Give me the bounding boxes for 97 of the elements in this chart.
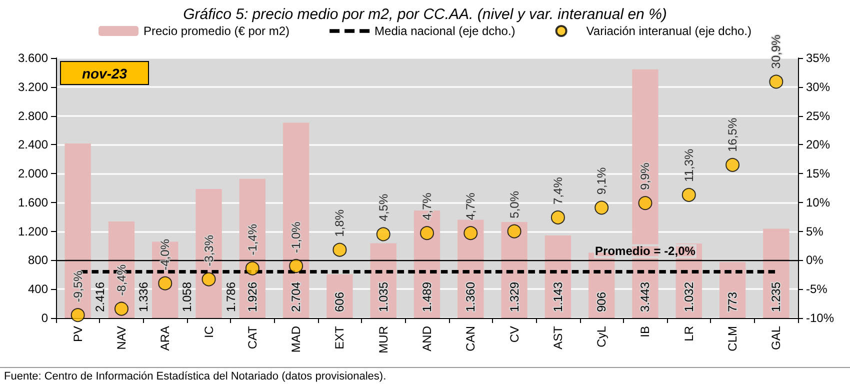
x-tick-label: NAV	[114, 326, 128, 350]
data-label: 1.143	[550, 282, 565, 312]
bar	[64, 144, 91, 318]
y2-tick-label: 10%	[806, 195, 830, 210]
data-label: 9,9%	[638, 162, 652, 190]
y2-tick-label: -10%	[806, 311, 834, 325]
data-label: 1.489	[420, 282, 434, 312]
data-label: 11,3%	[682, 148, 696, 182]
data-label: 1.786	[224, 282, 238, 312]
x-tick-label: CAN	[464, 326, 478, 352]
x-tick-label: AND	[420, 326, 434, 352]
data-label: 606	[332, 292, 347, 312]
data-label: 16,5%	[726, 118, 740, 152]
data-label: 30,9%	[769, 34, 784, 69]
point	[114, 302, 128, 316]
y-tick-label: 400	[28, 282, 48, 296]
legend-label: Precio promedio (€ por m2)	[143, 24, 290, 38]
point	[638, 196, 652, 210]
x-tick-label: EXT	[332, 325, 347, 350]
annotation: nov-23	[82, 66, 128, 82]
data-label: 2.704	[289, 282, 304, 312]
data-label: 9,1%	[594, 166, 609, 195]
data-label: 3.443	[638, 282, 652, 312]
x-tick-label: IB	[638, 326, 652, 338]
x-tick-label: LR	[682, 326, 696, 342]
data-label: -1,0%	[289, 221, 304, 253]
x-tick-label: CAT	[245, 325, 260, 350]
point	[769, 74, 784, 89]
data-label: 4,7%	[464, 192, 478, 220]
y-tick-label: 2.800	[18, 108, 48, 123]
bar	[196, 189, 222, 318]
point	[726, 158, 740, 172]
y-tick-label: 800	[28, 253, 48, 268]
x-tick-label: CV	[507, 326, 522, 343]
y-tick-label: 0	[41, 311, 48, 325]
y-tick-label: 3.200	[18, 80, 48, 94]
data-label: 1.329	[507, 282, 522, 312]
y2-tick-label: 0%	[806, 253, 824, 268]
x-tick-label: AST	[550, 325, 565, 350]
point	[245, 261, 260, 276]
point	[158, 276, 172, 290]
x-tick-label: PV	[70, 326, 85, 342]
x-tick-label: GAL	[769, 326, 784, 350]
x-tick-label: IC	[202, 326, 216, 338]
point	[376, 227, 390, 242]
data-label: -1,4%	[245, 224, 260, 256]
data-label: 1.336	[136, 282, 150, 312]
legend-label: Variación interanual (eje dcho.)	[586, 24, 752, 38]
y2-tick-label: -5%	[806, 282, 828, 296]
data-label: -9,5%	[70, 270, 85, 302]
source-note: Fuente: Centro de Información Estadística del Notariado (datos provisionales).	[4, 370, 386, 382]
data-label: -3,3%	[202, 234, 216, 266]
x-tick-label: CyL	[594, 326, 609, 348]
y-tick-label: 1.600	[18, 195, 48, 210]
data-label: -8,4%	[114, 264, 128, 296]
data-label: 1.035	[376, 282, 390, 312]
data-label: 1.235	[769, 282, 784, 312]
point	[550, 210, 565, 224]
data-label: 1.032	[682, 282, 696, 312]
data-label: 4,7%	[420, 192, 434, 220]
point	[682, 188, 696, 202]
x-tick-label: MUR	[376, 326, 390, 354]
point	[202, 272, 216, 286]
y-tick-label: 2.400	[18, 138, 48, 152]
point	[289, 259, 304, 273]
y2-tick-label: 5%	[806, 224, 824, 238]
y2-tick-label: 25%	[806, 108, 830, 123]
y-tick-label: 2.000	[18, 166, 48, 181]
y2-tick-label: 30%	[806, 80, 830, 94]
point	[420, 226, 434, 240]
data-label: 2.416	[92, 282, 107, 312]
point	[594, 200, 609, 215]
data-label: 1.058	[180, 282, 194, 312]
x-tick-label: ARA	[158, 326, 172, 351]
y-tick-label: 3.600	[18, 51, 48, 65]
data-label: 1.926	[245, 282, 260, 312]
x-tick-label: CLM	[726, 326, 740, 352]
point	[332, 242, 347, 257]
point	[464, 226, 478, 240]
data-label: 773	[726, 292, 740, 312]
data-label: 906	[594, 292, 609, 312]
legend-label: Media nacional (eje dcho.)	[374, 24, 516, 38]
y2-tick-label: 35%	[806, 51, 830, 65]
y2-tick-label: 15%	[806, 166, 830, 181]
point	[70, 308, 85, 322]
point	[507, 224, 522, 238]
data-label: 7,4%	[550, 176, 565, 204]
data-label: 4,5%	[376, 194, 390, 222]
data-label: 5,0%	[507, 190, 522, 218]
data-label: 1,8%	[332, 209, 347, 237]
y2-tick-label: 20%	[806, 138, 830, 152]
y-tick-label: 1.200	[18, 224, 48, 238]
data-label: -4,0%	[158, 238, 172, 270]
annotation: Promedio = -2,0%	[595, 244, 696, 258]
data-label: 1.360	[464, 282, 478, 312]
chart-title: Gráfico 5: precio medio por m2, por CC.AA. (nivel y var. interanual en %)	[183, 6, 667, 23]
x-tick-label: MAD	[289, 326, 304, 353]
